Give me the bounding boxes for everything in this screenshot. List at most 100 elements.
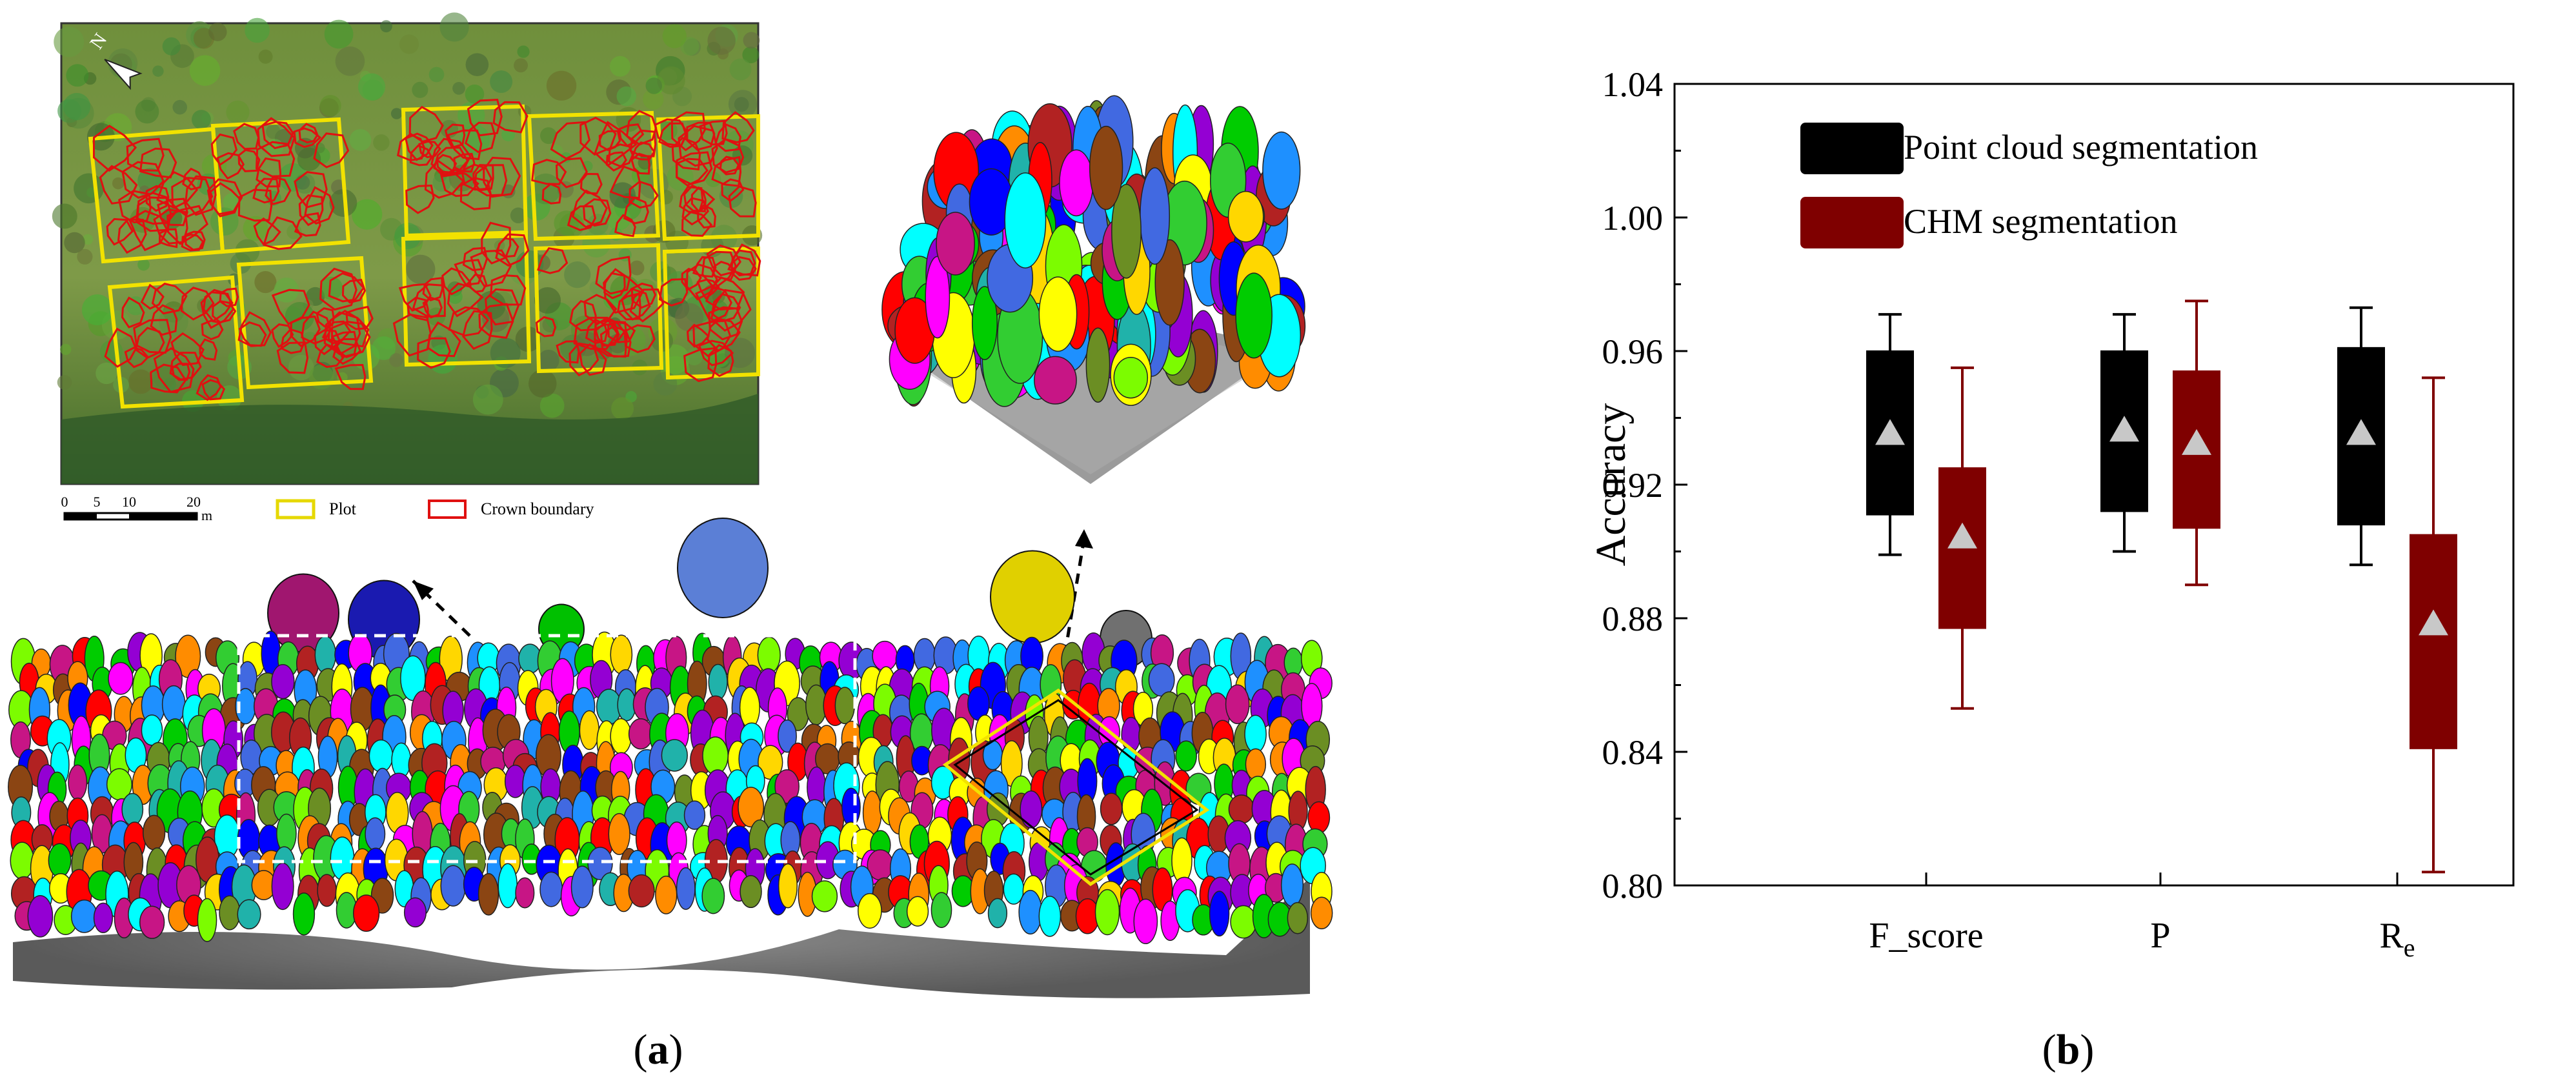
box-series <box>1866 299 2457 874</box>
crown-outline <box>444 123 466 149</box>
crown-outline <box>492 101 528 134</box>
crown-outline <box>408 105 444 143</box>
crown-outline <box>618 123 645 147</box>
crown-outline <box>714 123 741 152</box>
canopy-blob <box>162 37 181 56</box>
tree-crown <box>27 894 54 938</box>
box-r_e-chm <box>2410 376 2457 874</box>
tall-tree-crown <box>677 518 769 618</box>
tree-crown <box>1228 794 1254 824</box>
y-tick-label: 0.92 <box>1602 466 1664 505</box>
canopy-blob <box>66 64 89 87</box>
y-axis: 0.80 0.84 0.88 0.92 0.96 1.00 1.04 <box>1602 65 1687 905</box>
tree-crown <box>498 863 518 909</box>
tree-crown <box>628 718 654 750</box>
legend-label-point-cloud: Point cloud segmentation <box>1904 128 2258 167</box>
canopy-blob <box>653 372 678 396</box>
canopy-blob <box>459 125 490 156</box>
canopy-blob <box>63 93 91 121</box>
crown-outline <box>483 156 521 198</box>
crown-outline <box>535 316 557 338</box>
tree-crown <box>1059 149 1094 217</box>
tree-crown <box>141 714 163 746</box>
crown-outline <box>569 342 599 377</box>
tree-crown <box>676 867 696 910</box>
legend-plot-label: Plot <box>329 500 357 518</box>
crown-outline <box>617 292 641 321</box>
crown-outline <box>678 125 718 167</box>
canopy-blob <box>465 53 489 76</box>
crown-outline <box>332 338 362 365</box>
canopy-blob <box>82 234 94 245</box>
crown-outline <box>594 323 620 347</box>
canopy-blob <box>74 173 104 204</box>
crown-outline <box>153 347 195 393</box>
canopy-blob <box>616 86 637 106</box>
canopy-blob <box>428 66 445 83</box>
y-tick-label: 0.84 <box>1602 733 1664 772</box>
tree-crown <box>93 902 114 933</box>
canopy-blob <box>380 20 392 33</box>
tree-crown <box>365 817 386 851</box>
canopy-blob <box>372 336 396 360</box>
stand-point-cloud <box>8 518 1333 998</box>
crown-outline <box>118 190 152 224</box>
canopy-blob <box>254 271 277 294</box>
crown-outline <box>263 216 303 250</box>
crown-outline <box>151 282 188 315</box>
canopy-blob <box>81 294 113 325</box>
tree-crown <box>661 739 688 772</box>
canopy-blob <box>390 108 403 119</box>
crown-outline <box>441 267 472 296</box>
canopy-blob <box>389 353 403 367</box>
tree-crown <box>237 899 261 930</box>
tree-crown <box>368 739 394 772</box>
crown-outline <box>614 214 636 237</box>
canopy-blob <box>665 271 693 299</box>
scale-tick-5: 5 <box>94 494 101 510</box>
crown-outline <box>728 185 757 217</box>
crown-outline <box>623 324 656 354</box>
tree-crown <box>774 769 800 804</box>
tree-crown <box>1038 896 1062 937</box>
canopy-blob <box>52 203 77 229</box>
crown-outline <box>124 347 150 368</box>
crown-outline <box>392 313 432 357</box>
canopy-blob <box>59 343 72 356</box>
crown-outline <box>569 299 597 332</box>
plot-extent-marker <box>237 634 857 863</box>
crown-outline <box>464 121 496 154</box>
crown-outline <box>412 283 446 318</box>
crown-outline <box>567 205 596 232</box>
crown-outline <box>537 247 569 274</box>
tree-crown <box>292 892 316 936</box>
crown-outline <box>201 319 224 341</box>
tree-crown <box>834 687 855 725</box>
canopy-blob <box>295 175 310 190</box>
canopy-blob <box>742 46 760 64</box>
tree-crown <box>403 897 427 928</box>
mean-marker <box>2109 416 2139 442</box>
tree-crown <box>1225 684 1250 725</box>
mean-marker <box>2419 609 2448 636</box>
y-axis-label: Accuracy <box>1587 403 1635 567</box>
tree-crown <box>219 895 241 931</box>
y-tick-label: 1.00 <box>1602 199 1664 237</box>
crown-outline <box>405 184 435 214</box>
tree-crown <box>1154 239 1185 326</box>
tree-crown <box>778 863 798 909</box>
canopy-blob <box>589 280 603 294</box>
canopy-blob <box>643 88 664 110</box>
subplot-point-cloud <box>881 95 1306 484</box>
canopy-blob <box>335 46 365 76</box>
crown-outline <box>196 374 222 401</box>
tree-crown <box>391 742 412 778</box>
canopy-blob <box>729 58 752 81</box>
canopy-blob <box>77 248 93 265</box>
canopy-blob <box>452 82 465 95</box>
crown-outline <box>598 130 621 152</box>
tree-crown <box>708 663 728 700</box>
tree-crown <box>1034 356 1077 405</box>
crown-outline <box>658 278 689 307</box>
tree-crown <box>1307 801 1331 834</box>
